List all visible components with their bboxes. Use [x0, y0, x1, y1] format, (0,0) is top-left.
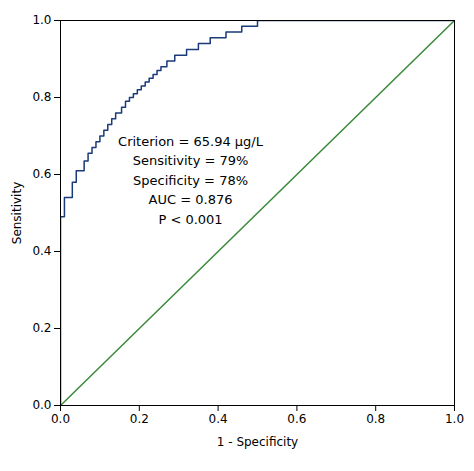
svg-text:0.0: 0.0	[32, 398, 51, 412]
svg-text:0.6: 0.6	[32, 167, 51, 181]
svg-text:0.0: 0.0	[51, 412, 70, 426]
svg-text:1.0: 1.0	[445, 412, 464, 426]
svg-text:0.4: 0.4	[32, 244, 51, 258]
svg-text:0.8: 0.8	[32, 90, 51, 104]
svg-text:1.0: 1.0	[32, 13, 51, 27]
svg-text:0.2: 0.2	[130, 412, 149, 426]
svg-text:Criterion = 65.94 μg/LSensitiv: Criterion = 65.94 μg/LSensitivity = 79%S…	[118, 134, 264, 227]
svg-text:Sensitivity: Sensitivity	[10, 182, 24, 244]
svg-text:1 - Specificity: 1 - Specificity	[217, 435, 298, 449]
svg-text:0.2: 0.2	[32, 321, 51, 335]
svg-text:0.6: 0.6	[287, 412, 306, 426]
svg-text:0.8: 0.8	[366, 412, 385, 426]
svg-text:0.4: 0.4	[209, 412, 228, 426]
